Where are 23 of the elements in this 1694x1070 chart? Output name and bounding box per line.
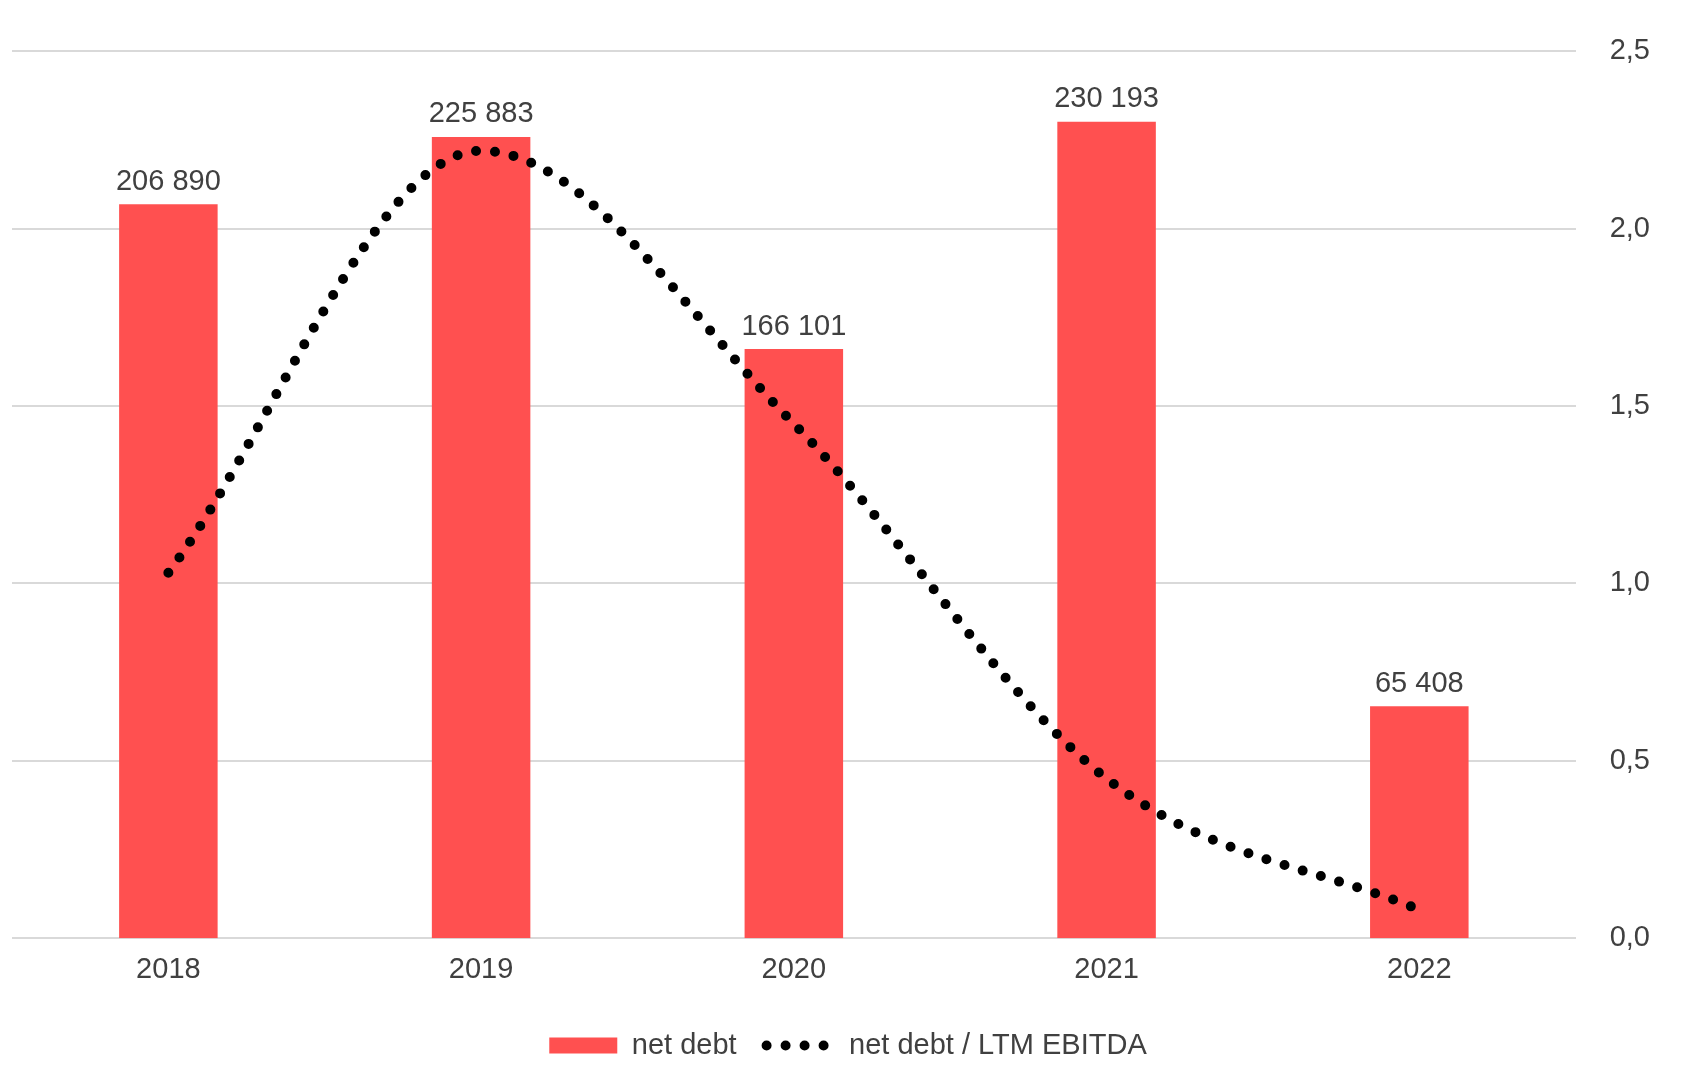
y2-tick-label: 2,5 <box>1609 33 1651 66</box>
bar <box>431 136 531 939</box>
data-label: 230 193 <box>1054 81 1159 114</box>
legend-label: net debt <box>631 1027 737 1060</box>
bar <box>119 204 218 939</box>
data-label: 65 408 <box>1374 665 1464 698</box>
y2-tick-label: 2,0 <box>1609 210 1651 243</box>
bar <box>1057 121 1156 939</box>
x-tick-label: 2020 <box>761 951 827 984</box>
bar <box>744 349 844 939</box>
y2-tick-label: 0,5 <box>1609 742 1651 775</box>
legend-label: net debt / LTM EBITDA <box>849 1027 1148 1060</box>
data-label: 206 890 <box>115 163 221 196</box>
y2-tick-label: 0,0 <box>1609 920 1651 953</box>
y2-tick-label: 1,0 <box>1609 565 1651 598</box>
x-tick-label: 2019 <box>448 951 514 984</box>
bar <box>1370 706 1469 939</box>
x-tick-label: 2022 <box>1387 951 1452 984</box>
data-label: 225 883 <box>428 96 534 129</box>
x-tick-label: 2021 <box>1074 951 1139 984</box>
y2-tick-label: 1,5 <box>1609 388 1651 421</box>
data-label: 166 101 <box>741 308 847 341</box>
x-tick-label: 2018 <box>136 951 201 984</box>
